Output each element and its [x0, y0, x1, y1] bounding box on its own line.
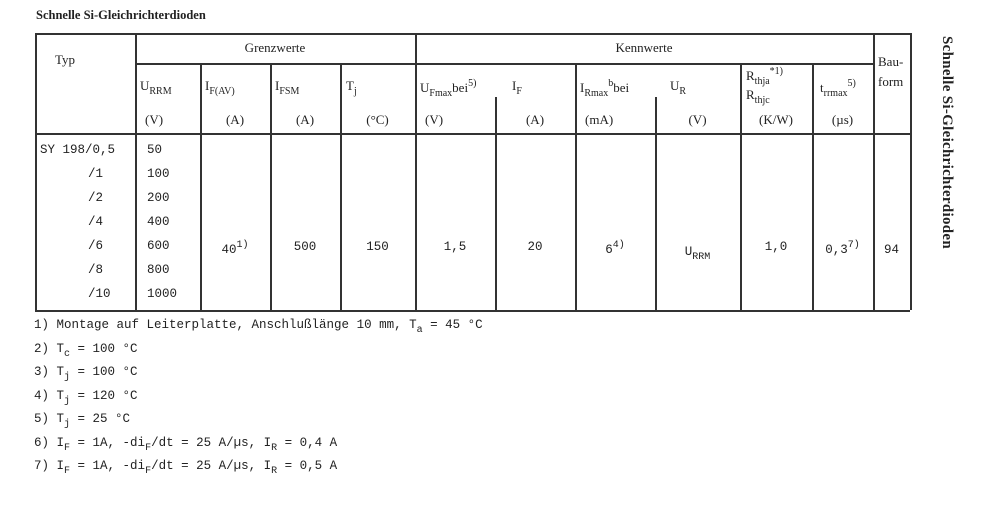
column-rule — [873, 33, 875, 310]
tj-cell: 150 — [366, 240, 389, 254]
column-header-unit: (A) — [525, 112, 545, 127]
column-header-unit: (mA) — [585, 112, 614, 127]
type-cell: /2 — [88, 191, 104, 205]
column-rule — [415, 33, 417, 310]
group-header-divider — [135, 63, 873, 65]
urrm-cell: 100 — [147, 167, 170, 181]
urrm-cell: 50 — [147, 143, 163, 157]
urrm-cell: 200 — [147, 191, 170, 205]
column-header-symbol: IF — [512, 78, 522, 97]
ifsm-cell: 500 — [293, 240, 317, 254]
header-bottom-border — [35, 133, 910, 135]
urrm-cell: 600 — [147, 239, 170, 253]
column-rule — [495, 97, 497, 310]
column-header-unit: (µs) — [831, 112, 854, 127]
column-header-unit: (K/W) — [759, 112, 793, 127]
column-rule — [655, 97, 657, 310]
type-cell: SY 198/0,5 — [40, 143, 116, 157]
trr-cell: 0,37) — [825, 240, 860, 257]
urrm-cell: 400 — [147, 215, 170, 229]
footnote: 7) IF = 1A, -diF/dt = 25 A/µs, IR = 0,5 … — [34, 459, 338, 477]
column-rule — [575, 63, 577, 310]
column-rule — [35, 33, 37, 310]
footnote: 5) Tj = 25 °C — [34, 412, 131, 430]
header-grenzwerte: Grenzwerte — [244, 40, 306, 55]
ifav-cell: 401) — [221, 240, 249, 257]
table-bottom-border — [35, 310, 910, 312]
column-rule — [910, 33, 912, 310]
table-top-border — [35, 33, 910, 35]
footnote: 2) Tc = 100 °C — [34, 341, 138, 360]
column-header-symbol: UR — [670, 78, 687, 97]
footnote: 1) Montage auf Leiterplatte, Anschlußlän… — [34, 318, 483, 336]
column-header-symbol: Rthja*1) — [746, 66, 784, 87]
footnote: 3) Tj = 100 °C — [34, 365, 138, 383]
column-header-unit: (A) — [295, 112, 315, 127]
if-cell: 20 — [527, 240, 543, 254]
column-rule — [812, 63, 814, 310]
type-cell: /1 — [88, 167, 104, 181]
column-rule — [270, 63, 272, 310]
column-header-symbol: IRmaxbbei — [580, 78, 630, 99]
irmax-cell: 64) — [605, 240, 625, 257]
side-title: Schnelle Si-Gleichrichterdioden — [939, 36, 955, 250]
column-header-unit: (V) — [425, 112, 444, 127]
document-title: Schnelle Si-Gleichrichterdioden — [36, 8, 206, 22]
column-header-symbol: Tj — [346, 78, 357, 97]
urrm-cell: 800 — [147, 263, 170, 277]
column-header-symbol: trrmax5) — [820, 78, 856, 99]
rth-cell: 1,0 — [764, 240, 788, 254]
footnote: 6) IF = 1A, -diF/dt = 25 A/µs, IR = 0,4 … — [34, 435, 338, 454]
column-header-symbol: URRM — [140, 78, 172, 97]
type-cell: /8 — [88, 263, 104, 277]
header-bauform: Bau- form — [878, 54, 904, 89]
column-rule — [200, 63, 202, 310]
column-header-symbol: IFSM — [275, 78, 300, 97]
type-cell: /4 — [88, 215, 104, 229]
column-header-symbol-2: Rthjc — [746, 87, 770, 106]
urrm-cell: 1000 — [147, 287, 178, 301]
column-header-unit: (A) — [225, 112, 245, 127]
ur-cell: URRM — [684, 245, 711, 263]
column-rule — [135, 33, 137, 310]
column-header-unit: (V) — [688, 112, 707, 127]
footnote: 4) Tj = 120 °C — [34, 388, 138, 407]
column-header-unit: (V) — [145, 112, 164, 127]
header-kennwerte: Kennwerte — [615, 40, 673, 55]
column-rule — [340, 63, 342, 310]
header-typ: Typ — [55, 52, 76, 67]
ufmax-cell: 1,5 — [443, 240, 467, 254]
column-rule — [740, 63, 742, 310]
column-header-symbol: UFmaxbei5) — [420, 78, 477, 99]
column-header-symbol: IF(AV) — [205, 78, 235, 97]
bauform-cell: 94 — [883, 243, 900, 257]
type-cell: /6 — [88, 239, 104, 253]
column-header-unit: (°C) — [366, 112, 389, 127]
type-cell: /10 — [88, 287, 111, 301]
